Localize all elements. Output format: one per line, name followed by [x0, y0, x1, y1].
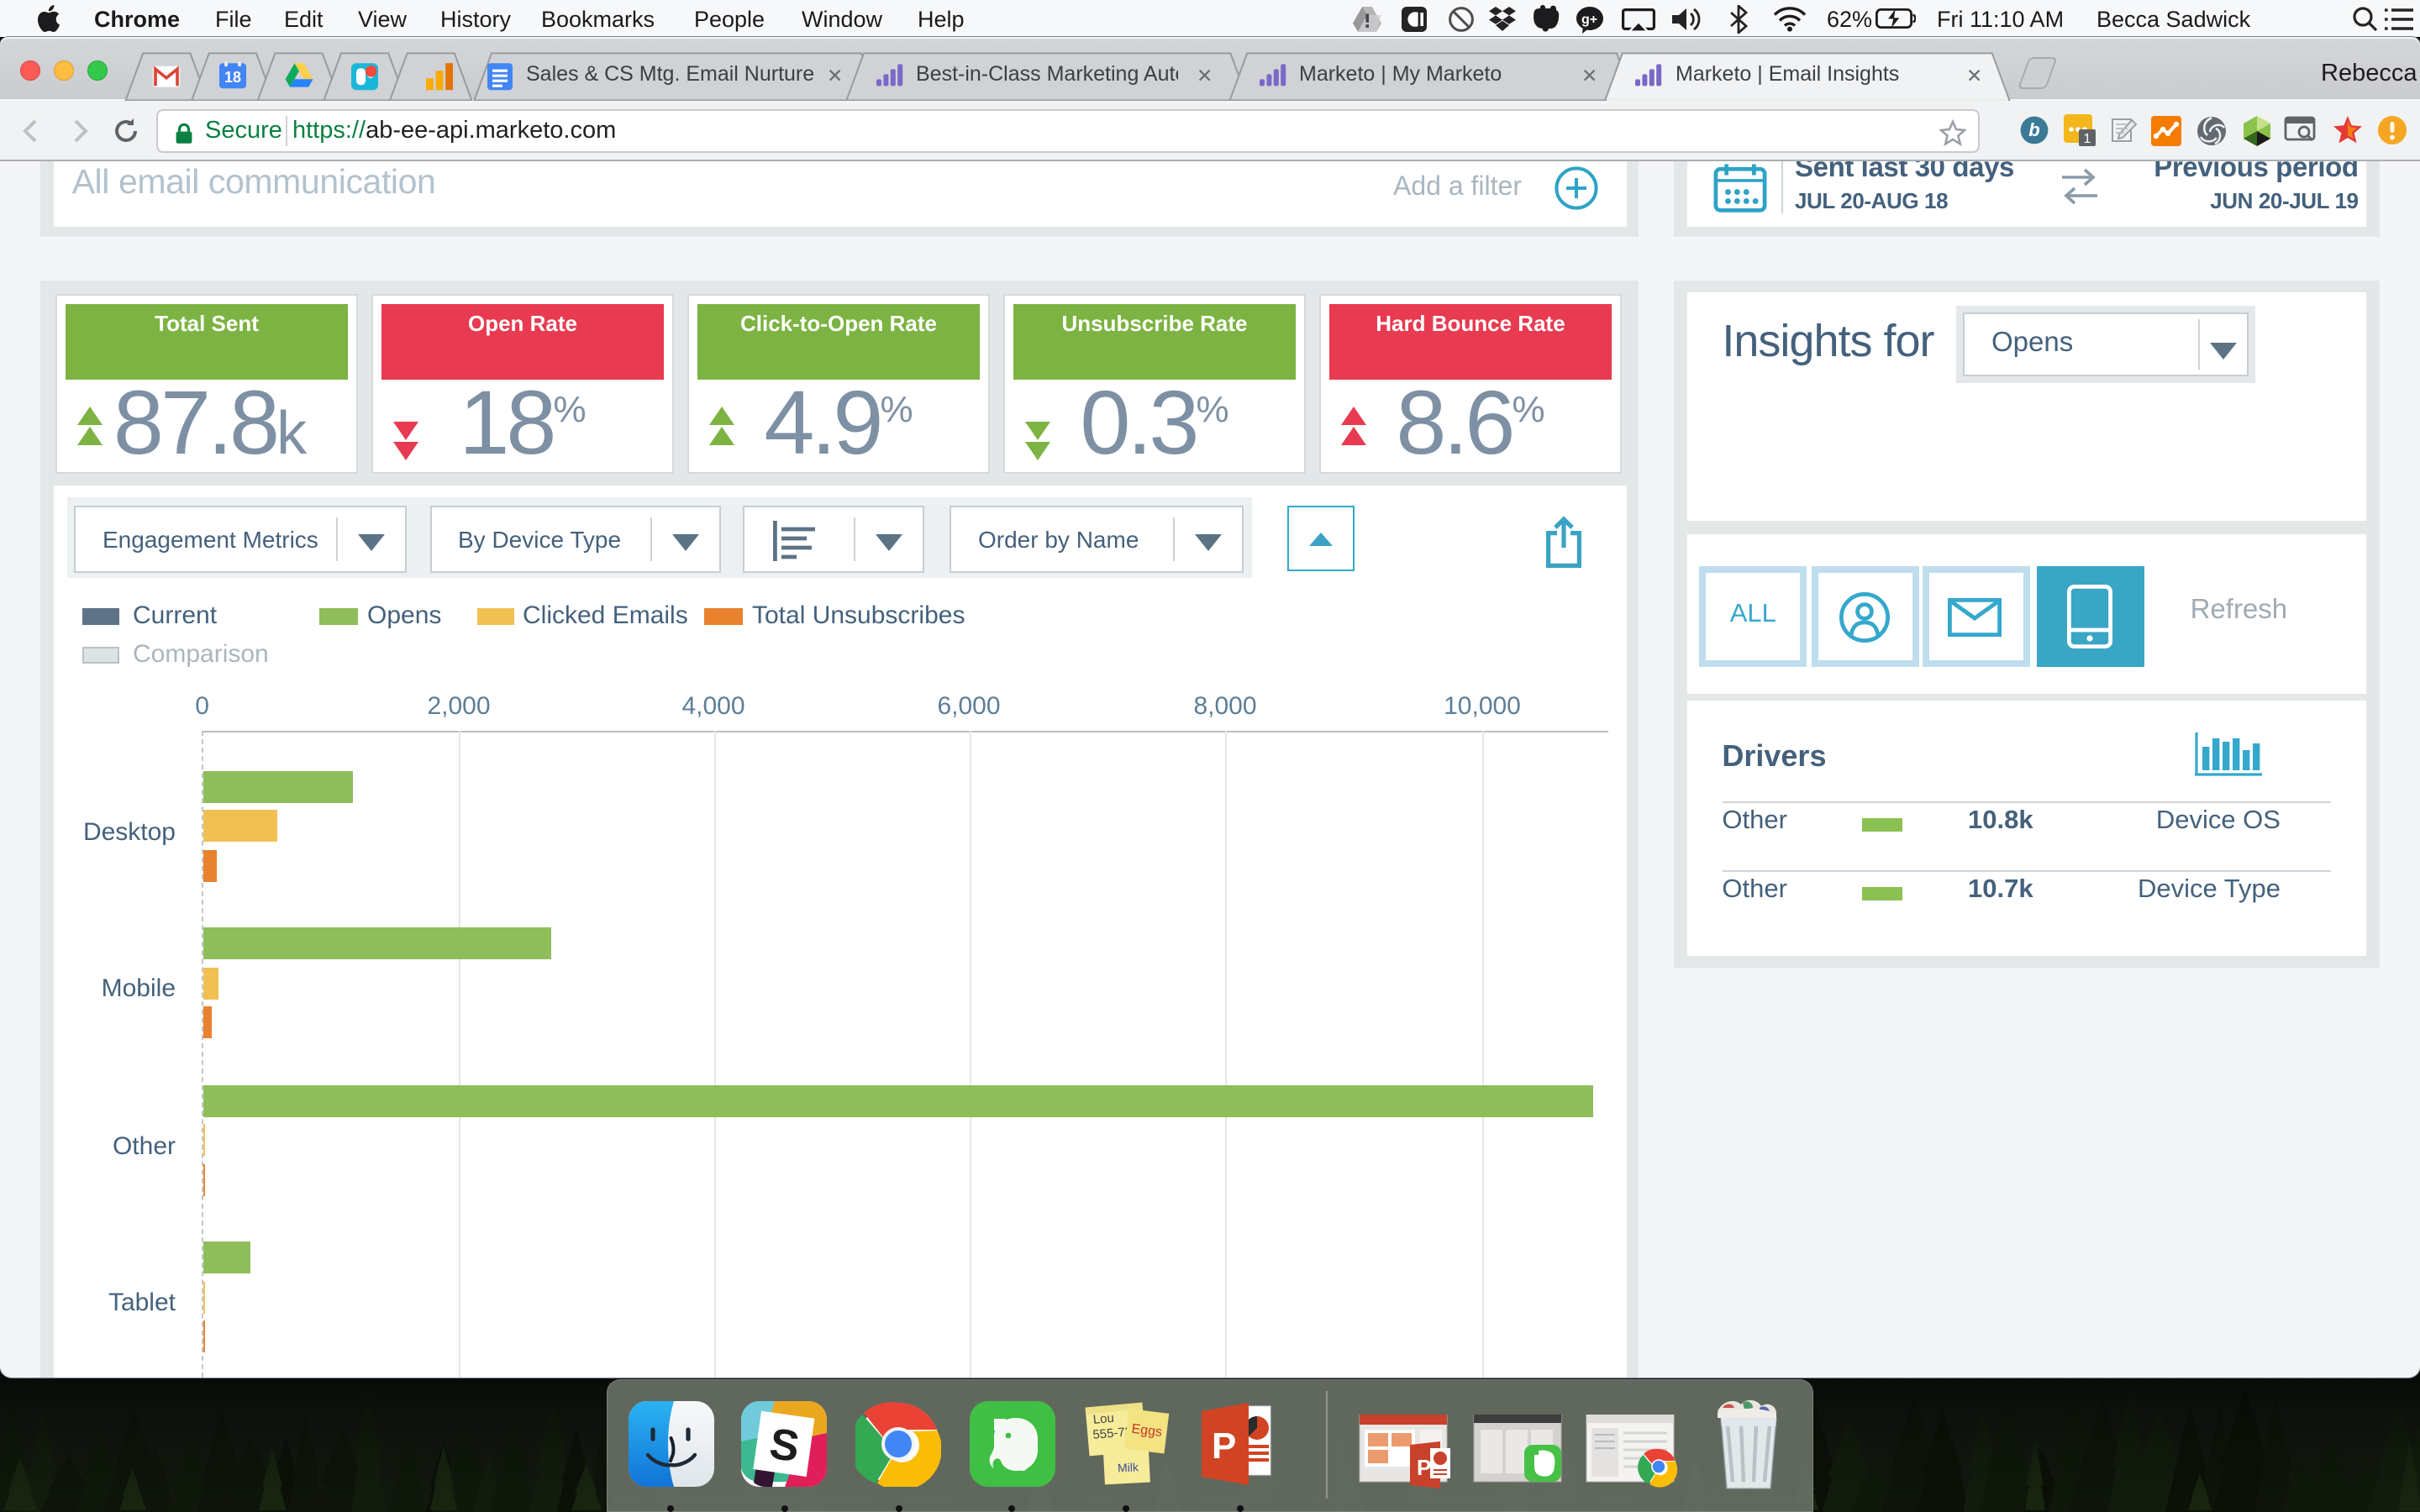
svg-text:S: S — [766, 1419, 802, 1471]
svg-text:Eggs: Eggs — [1130, 1421, 1162, 1439]
svg-text:P: P — [1212, 1425, 1236, 1466]
svg-text:b: b — [2028, 118, 2039, 139]
svg-text:Milk: Milk — [1117, 1459, 1139, 1473]
svg-text:P: P — [1416, 1455, 1430, 1480]
svg-text:g+: g+ — [1581, 12, 1597, 26]
svg-text:18: 18 — [224, 69, 241, 86]
svg-text:1: 1 — [2084, 131, 2091, 145]
svg-text:Lou: Lou — [1092, 1410, 1113, 1426]
